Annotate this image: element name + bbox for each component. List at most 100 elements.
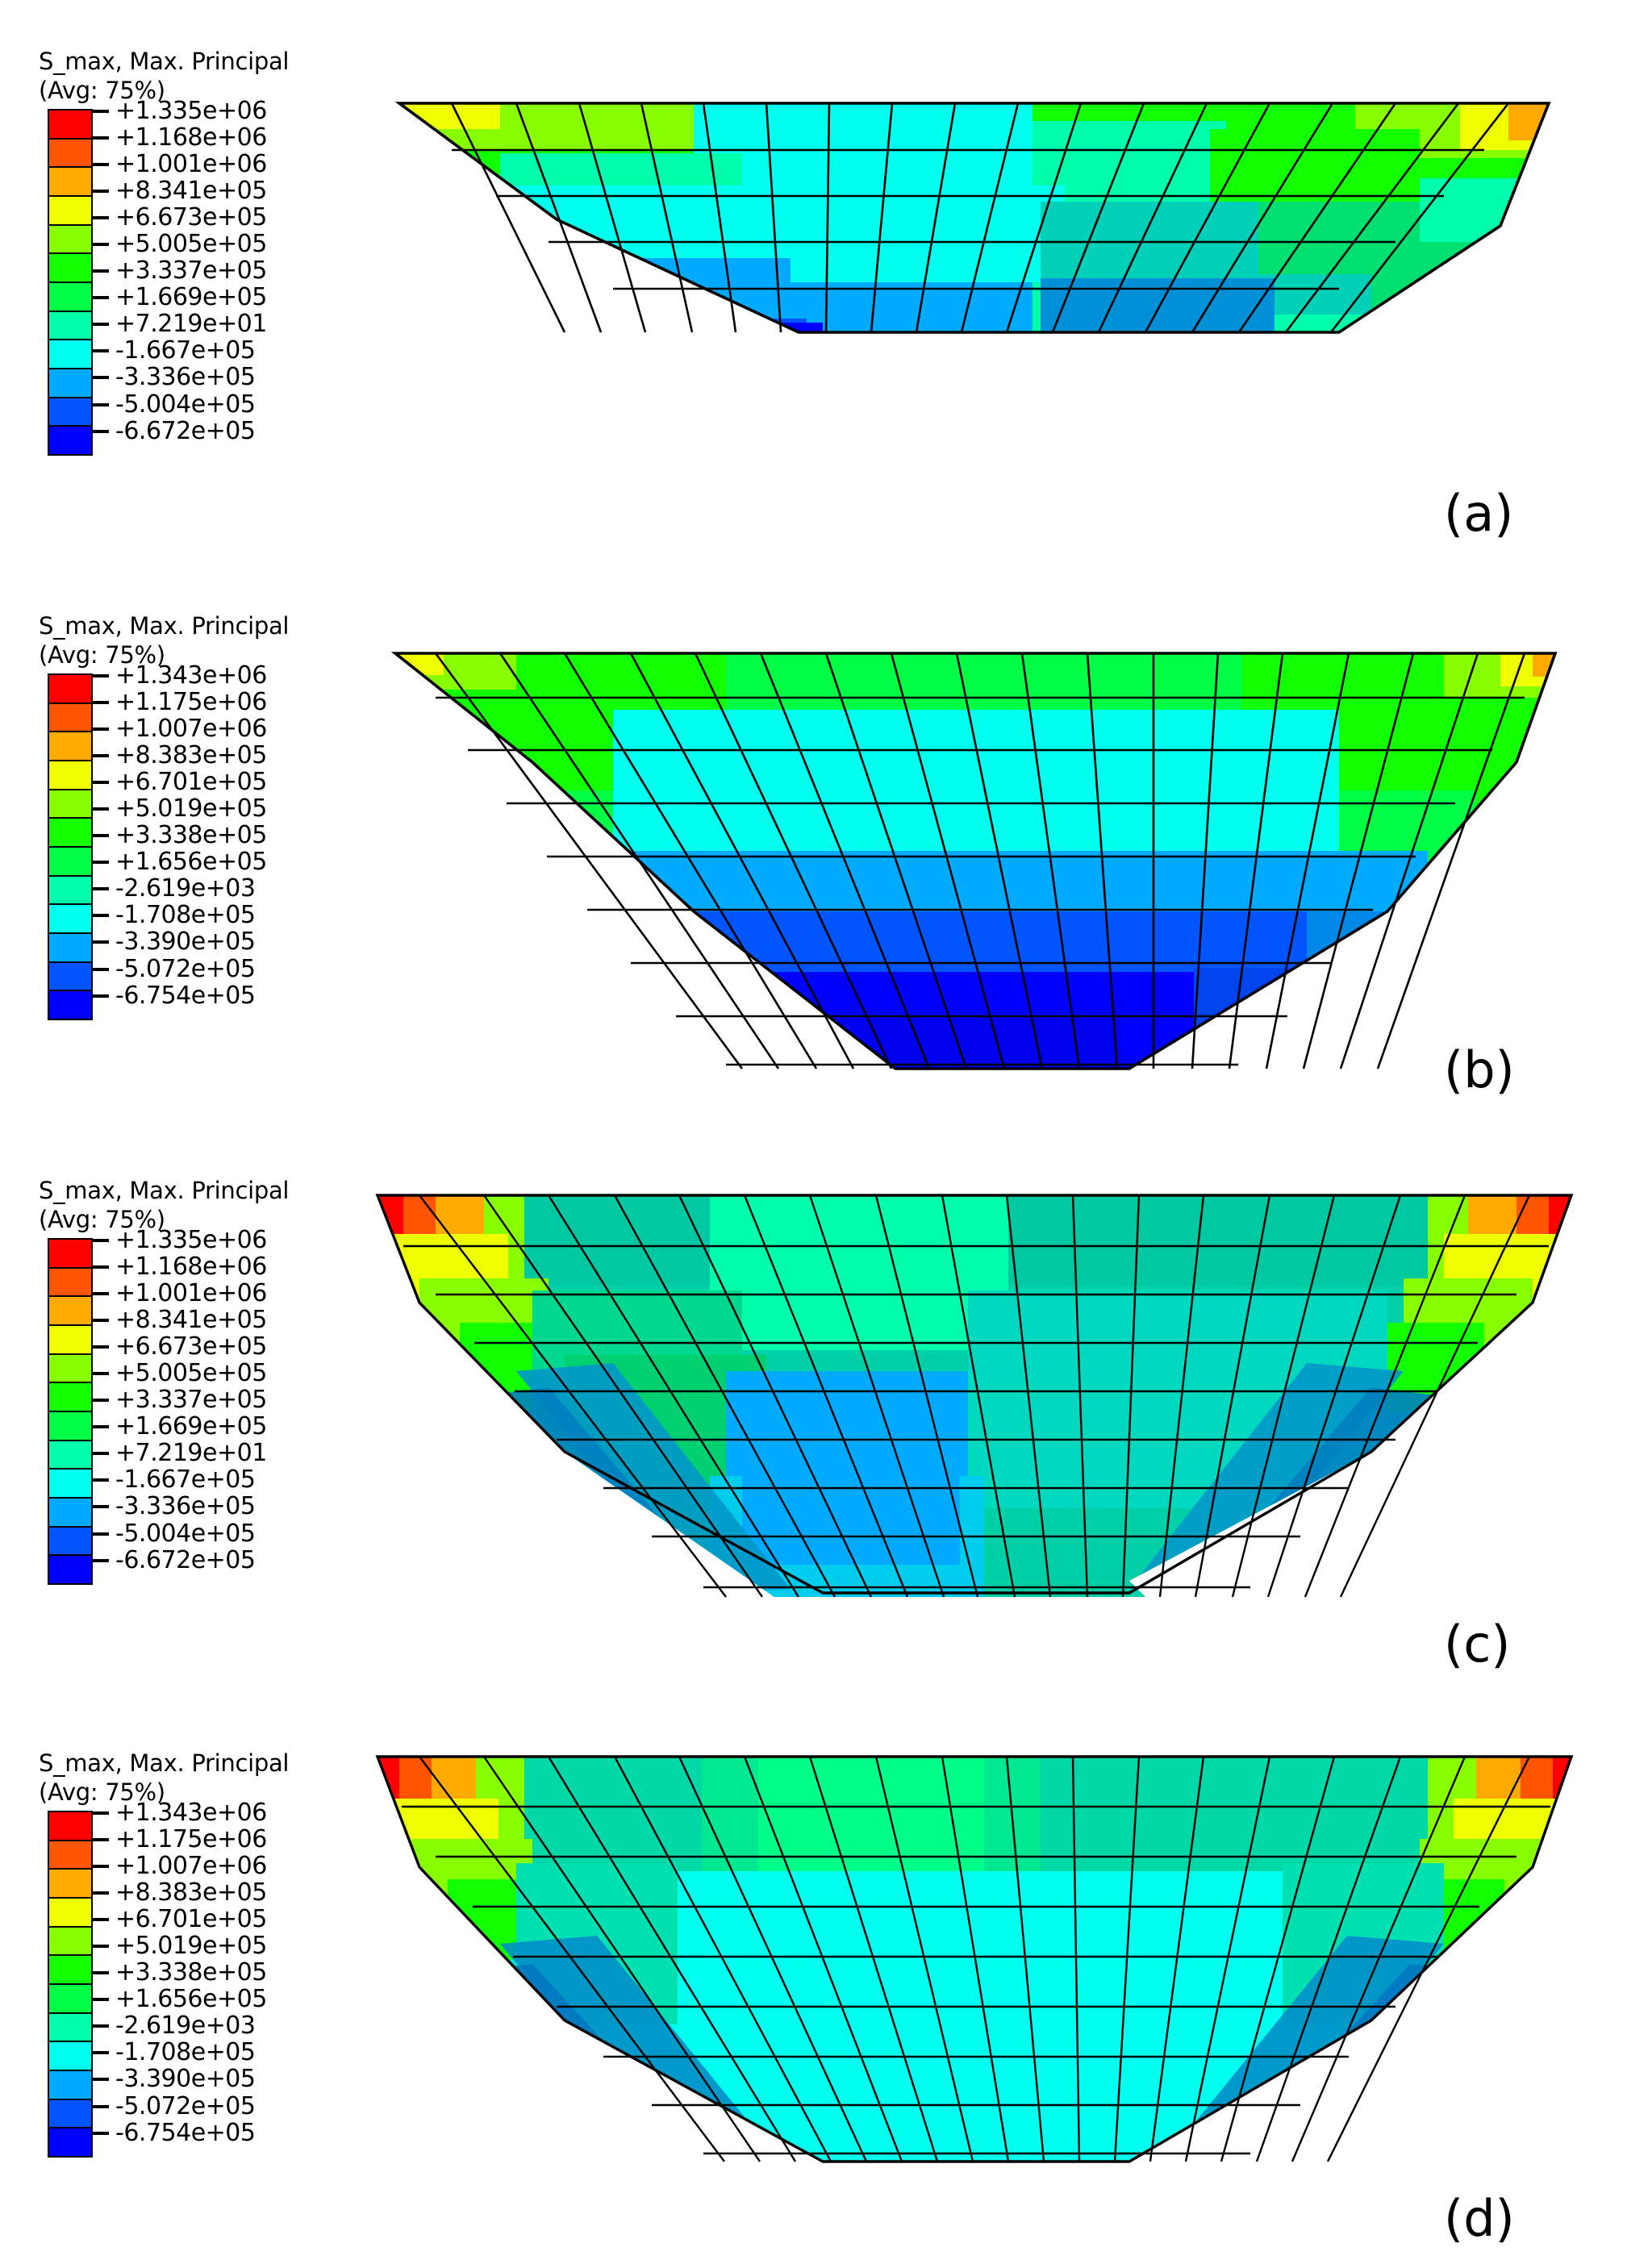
colorbar-swatch xyxy=(49,1268,91,1298)
colorbar-tick: +1.168e+06 xyxy=(93,1253,367,1280)
tick-dash-icon xyxy=(93,243,109,247)
colorbar-tick: +1.656e+05 xyxy=(93,1987,367,2013)
contour-bands-c xyxy=(378,1195,1571,1597)
colorbar-swatch xyxy=(49,398,91,427)
tick-dash-icon xyxy=(93,1399,109,1403)
colorbar-tick: -2.619e+03 xyxy=(93,2013,367,2040)
colorbar-swatch xyxy=(49,1870,91,1899)
tick-dash-icon xyxy=(93,1265,109,1269)
colorbar-tick: -6.672e+05 xyxy=(93,1547,367,1574)
mesh-lines-d xyxy=(402,1756,1550,2162)
panel-label-b: (b) xyxy=(1444,1040,1515,1099)
mesh-lines-b xyxy=(434,652,1526,1069)
colorbar-tick: +6.673e+05 xyxy=(93,204,367,231)
tick-dash-icon xyxy=(93,1917,109,1921)
colorbar-tick: +1.669e+05 xyxy=(93,285,367,311)
colorbar-swatch xyxy=(49,2099,91,2129)
panel-label-d: (d) xyxy=(1444,2189,1515,2248)
tick-dash-icon xyxy=(93,349,109,353)
colorbar-tick: +1.001e+06 xyxy=(93,1280,367,1307)
legend-title-line1: S_max, Max. Principal xyxy=(39,48,290,75)
colorbar-swatch xyxy=(49,703,91,733)
contour-plot-a xyxy=(394,102,1551,334)
colorbar-tick: +8.341e+05 xyxy=(93,1307,367,1333)
tick-dash-icon xyxy=(93,1998,109,2002)
colorbar-swatch xyxy=(49,1927,91,1957)
tick-dash-icon xyxy=(93,887,109,891)
legend-title-line2: (Avg: 75%) xyxy=(39,1206,165,1233)
tick-dash-icon xyxy=(93,1558,109,1562)
tick-dash-icon xyxy=(93,1372,109,1376)
colorbar-tick: +6.701e+05 xyxy=(93,769,367,795)
colorbar-swatch xyxy=(49,1841,91,1870)
tick-dash-icon xyxy=(93,1345,109,1349)
contour-plot-c xyxy=(375,1194,1574,1598)
tick-dash-icon xyxy=(93,1532,109,1536)
colorbar-swatch xyxy=(49,1470,91,1499)
legend-title-line2: (Avg: 75%) xyxy=(39,1778,165,1806)
tick-dash-icon xyxy=(93,1478,109,1482)
colorbar-tick: -6.754e+05 xyxy=(93,982,367,1009)
colorbar-tick: -1.667e+05 xyxy=(93,1467,367,1494)
colorbar-swatch xyxy=(49,991,91,1019)
tick-dash-icon xyxy=(93,700,109,704)
colorbar-a xyxy=(48,109,93,456)
colorbar-swatch xyxy=(49,2042,91,2072)
tick-dash-icon xyxy=(93,1811,109,1815)
legend-title-line2: (Avg: 75%) xyxy=(39,641,165,669)
colorbar-tick: +1.007e+06 xyxy=(93,715,367,742)
tick-dash-icon xyxy=(93,402,109,406)
legend-title-line1: S_max, Max. Principal xyxy=(39,1177,290,1204)
colorbar-swatch xyxy=(49,427,91,455)
colorbar-swatch xyxy=(49,225,91,255)
colorbar-swatch xyxy=(49,1240,91,1269)
colorbar-swatch xyxy=(49,790,91,819)
colorbar-swatch xyxy=(49,1956,91,1986)
colorbar-tick: +1.175e+06 xyxy=(93,689,367,715)
tick-dash-icon xyxy=(93,940,109,944)
colorbar-swatch xyxy=(49,1440,91,1470)
colorbar-d xyxy=(48,1811,93,2158)
colorbar-tick: +8.383e+05 xyxy=(93,1879,367,1906)
colorbar-c xyxy=(48,1238,93,1585)
colorbar-tick: +1.335e+06 xyxy=(93,1227,367,1253)
colorbar-tick: +1.168e+06 xyxy=(93,124,367,151)
colorbar-tick: +3.337e+05 xyxy=(93,1387,367,1414)
tick-dash-icon xyxy=(93,673,109,677)
colorbar-swatch xyxy=(49,761,91,790)
tick-dash-icon xyxy=(93,1864,109,1868)
colorbar-swatch xyxy=(49,2071,91,2100)
colorbar-tick: +3.338e+05 xyxy=(93,823,367,849)
colorbar-swatch xyxy=(49,1499,91,1528)
colorbar-tick: +1.335e+06 xyxy=(93,98,367,124)
colorbar-swatch xyxy=(49,934,91,963)
colorbar-swatch xyxy=(49,340,91,370)
panel-label-a: (a) xyxy=(1444,484,1514,543)
colorbar-swatch xyxy=(49,283,91,312)
tick-dash-icon xyxy=(93,1945,109,1949)
legend-title-line1: S_max, Max. Principal xyxy=(39,612,290,640)
tick-dash-icon xyxy=(93,1425,109,1429)
panel-d: S_max, Max. Principal (Avg: 75%) +1.343e… xyxy=(0,1702,1627,2268)
contour-bands-a xyxy=(399,103,1549,332)
tick-dash-icon xyxy=(93,1291,109,1295)
colorbar-tick: +5.019e+05 xyxy=(93,795,367,822)
legend-title-line2: (Avg: 75%) xyxy=(39,77,165,104)
colorbar-tick: +7.219e+01 xyxy=(93,311,367,338)
colorbar-swatch xyxy=(49,876,91,906)
colorbar-tick: -1.667e+05 xyxy=(93,338,367,365)
tick-dash-icon xyxy=(93,994,109,998)
colorbar-tick: +3.337e+05 xyxy=(93,258,367,285)
tick-dash-icon xyxy=(93,807,109,811)
tick-dash-icon xyxy=(93,1238,109,1242)
colorbar-tick: +5.005e+05 xyxy=(93,1360,367,1386)
colorbar-ticks-a: +1.335e+06 +1.168e+06 +1.001e+06 +8.341e… xyxy=(93,98,367,444)
colorbar-swatch xyxy=(49,905,91,935)
colorbar-swatch xyxy=(49,2013,91,2043)
colorbar-tick: -5.072e+05 xyxy=(93,2093,367,2120)
section-outline-a xyxy=(394,102,1551,334)
colorbar-swatch xyxy=(49,1383,91,1413)
legend-title-line1: S_max, Max. Principal xyxy=(39,1749,290,1777)
colorbar-tick: -5.004e+05 xyxy=(93,391,367,418)
colorbar-swatch xyxy=(49,1527,91,1557)
